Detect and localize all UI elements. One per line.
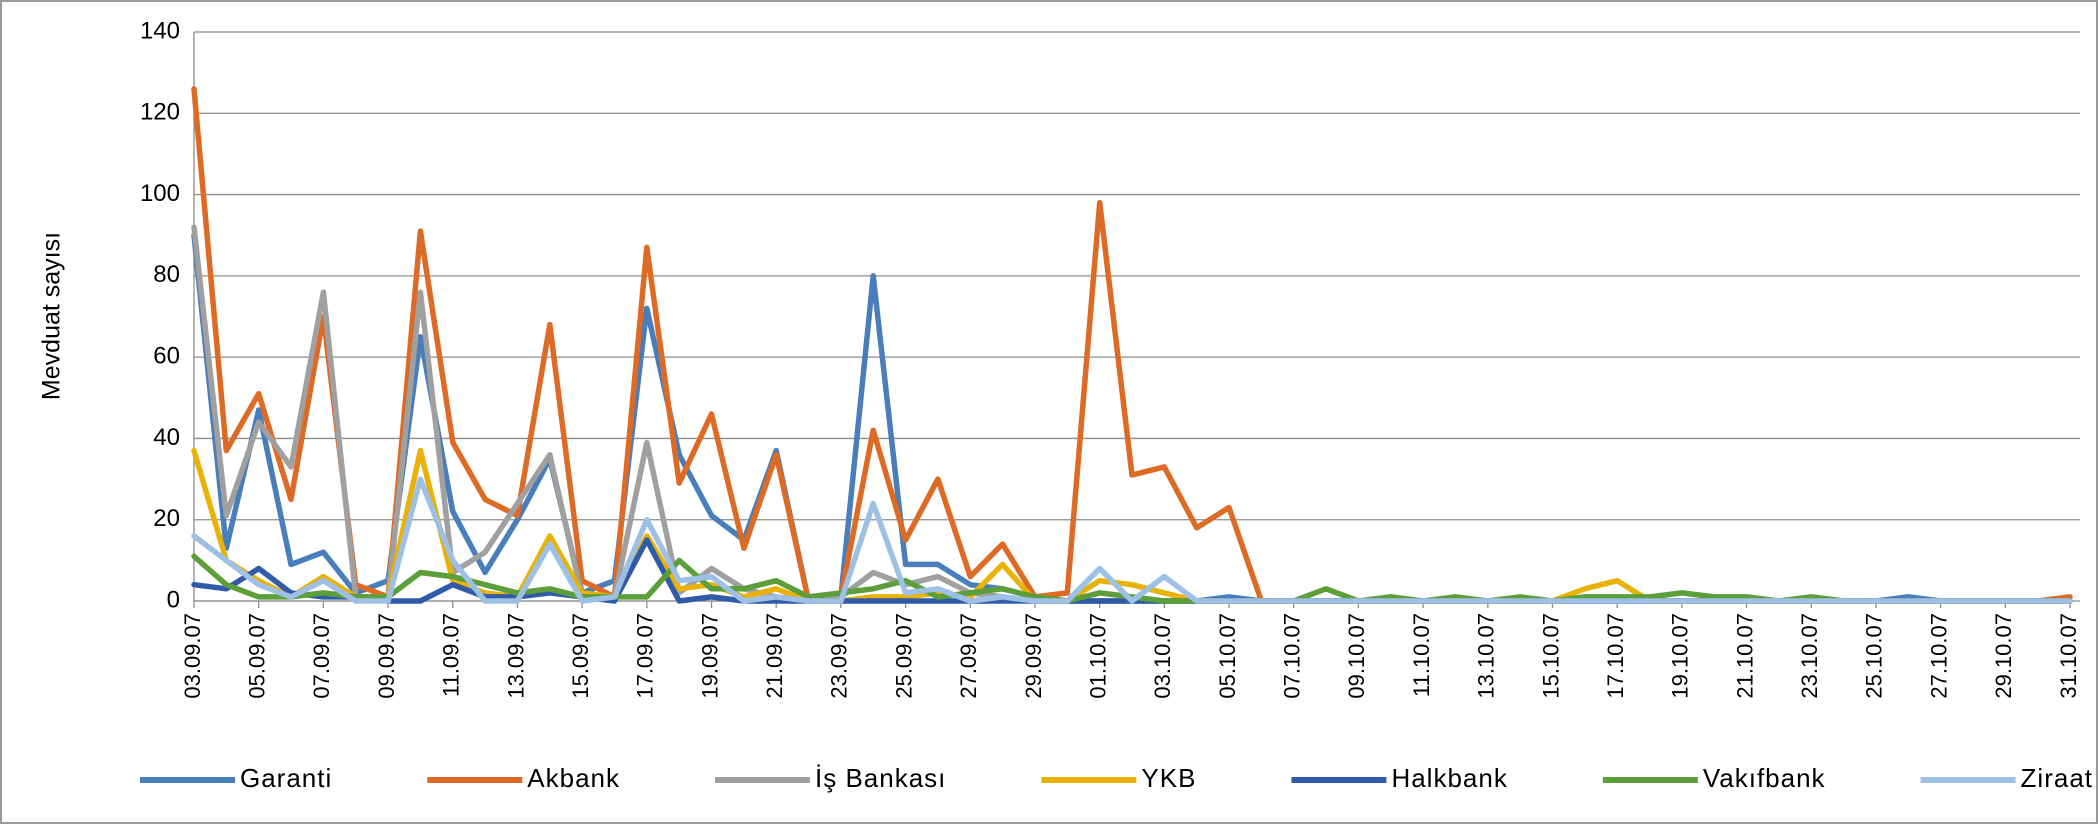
x-tick-label: 27.09.07 bbox=[956, 613, 981, 699]
x-tick-label: 11.09.07 bbox=[439, 613, 464, 697]
x-tick-label: 31.10.07 bbox=[2056, 613, 2081, 699]
x-tick-label: 29.09.07 bbox=[1021, 613, 1046, 699]
x-tick-label: 03.09.07 bbox=[180, 613, 205, 699]
y-axis-label: Mevduat sayısı bbox=[38, 232, 66, 400]
x-tick-label: 21.09.07 bbox=[762, 613, 787, 699]
x-tick-label: 19.09.07 bbox=[697, 613, 722, 699]
legend-label: YKB bbox=[1141, 763, 1196, 793]
y-tick-label: 120 bbox=[140, 99, 180, 126]
y-tick-label: 140 bbox=[140, 17, 180, 44]
x-tick-label: 13.09.07 bbox=[503, 613, 528, 699]
x-tick-label: 25.10.07 bbox=[1862, 613, 1887, 699]
x-tick-label: 09.09.07 bbox=[374, 613, 399, 699]
legend-item: YKB bbox=[1041, 763, 1196, 793]
legend-label: Halkbank bbox=[1391, 763, 1507, 793]
x-tick-label: 03.10.07 bbox=[1150, 613, 1175, 699]
x-tick-label: 19.10.07 bbox=[1668, 613, 1693, 699]
y-tick-label: 100 bbox=[140, 180, 180, 207]
x-tick-label: 07.09.07 bbox=[309, 613, 334, 699]
series-line bbox=[191, 476, 2073, 604]
x-tick-label: 11.10.07 bbox=[1409, 613, 1434, 697]
x-tick-label: 15.09.07 bbox=[568, 613, 593, 699]
x-tick-label: 17.10.07 bbox=[1603, 613, 1628, 699]
legend-item: Akbank bbox=[427, 763, 620, 793]
y-tick-label: 80 bbox=[153, 261, 180, 288]
x-tick-label: 21.10.07 bbox=[1732, 613, 1757, 699]
x-tick-label: 07.10.07 bbox=[1280, 613, 1305, 699]
legend-label: Garanti bbox=[240, 763, 332, 793]
legend-label: İş Bankası bbox=[815, 763, 946, 793]
x-tick-label: 05.10.07 bbox=[1215, 613, 1240, 699]
legend-label: Ziraat bbox=[2021, 763, 2093, 793]
x-tick-label: 29.10.07 bbox=[1991, 613, 2016, 699]
x-tick-label: 17.09.07 bbox=[633, 613, 658, 699]
y-tick-label: 40 bbox=[153, 424, 180, 451]
x-tick-label: 09.10.07 bbox=[1344, 613, 1369, 699]
x-tick-label: 05.09.07 bbox=[245, 613, 270, 699]
legend-item: Garanti bbox=[140, 763, 332, 793]
x-tick-label: 15.10.07 bbox=[1538, 613, 1563, 699]
y-tick-label: 0 bbox=[167, 586, 180, 613]
x-tick-label: 01.10.07 bbox=[1085, 613, 1110, 699]
legend-label: Akbank bbox=[527, 763, 620, 793]
legend-item: İş Bankası bbox=[715, 763, 946, 793]
x-tick-label: 23.10.07 bbox=[1797, 613, 1822, 699]
x-tick-label: 27.10.07 bbox=[1926, 613, 1951, 699]
y-tick-label: 60 bbox=[153, 342, 180, 369]
x-tick-label: 25.09.07 bbox=[891, 613, 916, 699]
y-tick-label: 20 bbox=[153, 505, 180, 532]
legend-item: Vakıfbank bbox=[1602, 763, 1826, 793]
legend-item: Ziraat bbox=[1920, 763, 2093, 793]
legend-item: Halkbank bbox=[1291, 763, 1507, 793]
legend-label: Vakıfbank bbox=[1703, 763, 1826, 793]
x-tick-label: 13.10.07 bbox=[1474, 613, 1499, 699]
x-tick-label: 23.09.07 bbox=[827, 613, 852, 699]
